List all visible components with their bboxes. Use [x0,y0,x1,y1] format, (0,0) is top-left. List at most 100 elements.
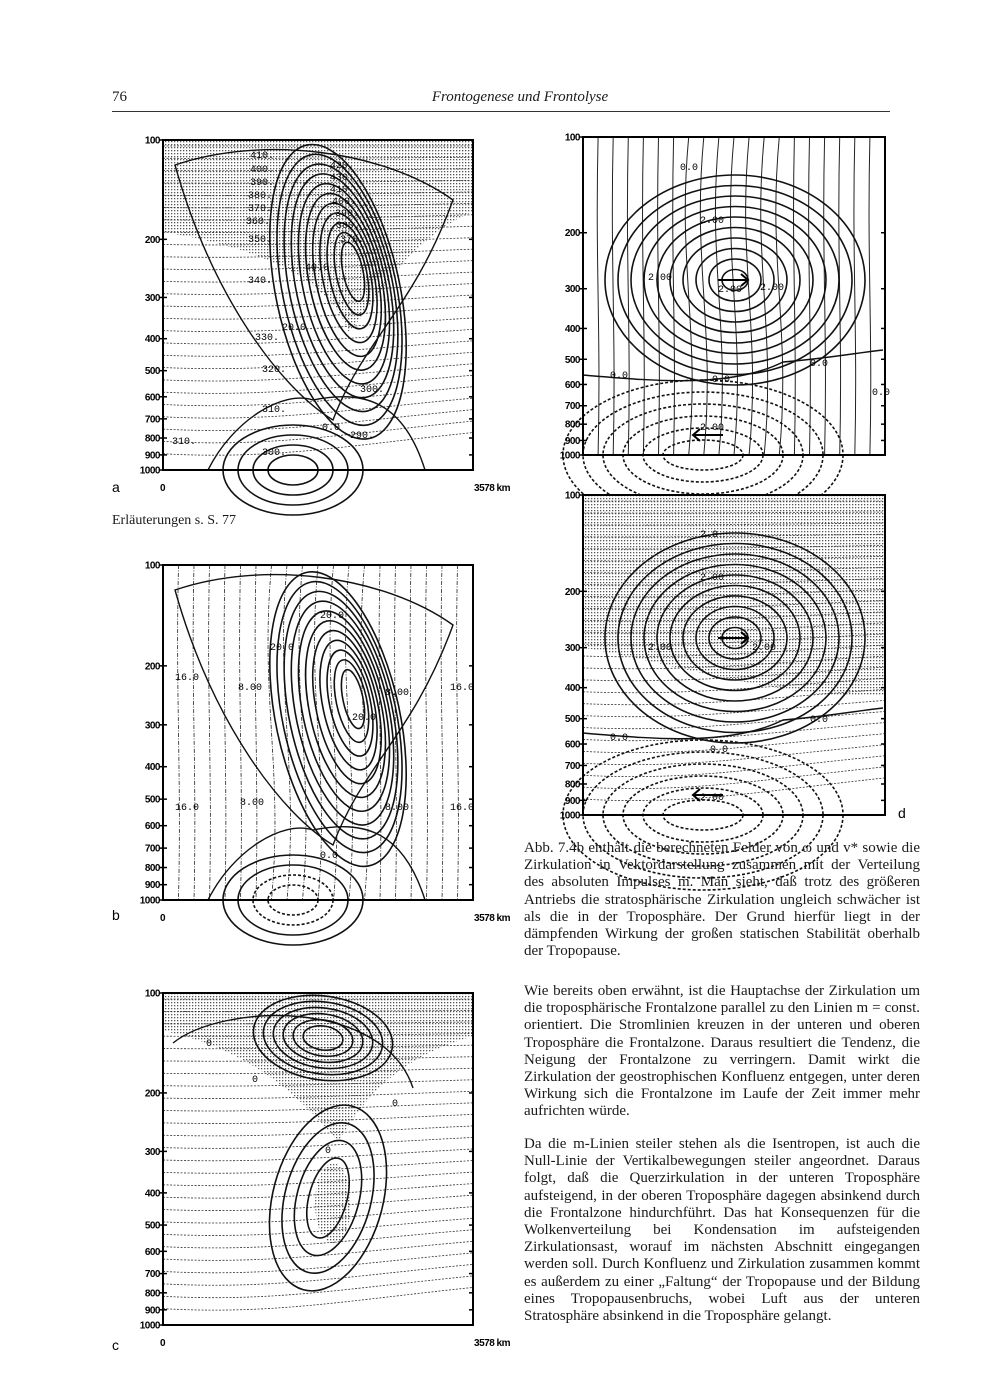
contour-label: 8.00 [385,688,409,699]
jet-contour [319,212,378,344]
contour-label: 410. [330,185,354,196]
x-start-label: 0 [160,913,166,924]
isentrope-line [162,283,474,295]
isentrope-line [162,294,474,308]
isentrope-line [582,522,886,526]
y-tick-label: 800 [565,420,581,431]
y-tick-label: 100 [145,989,161,1000]
contour-label: 20.0 [282,323,306,334]
isentrope-line [162,248,474,258]
contour-label: 2.00 [648,273,672,284]
circulation-contour [682,237,788,323]
contour-label: 16.0 [175,673,199,684]
y-tick-label: 800 [145,863,161,874]
contour-label: 0.0 [810,359,828,370]
contour-label: 0.0 [680,163,698,174]
y-tick-label: 1000 [140,466,161,477]
contour-label: 380. [248,191,272,202]
panel-b: 100 200 300 400 500 600 700 800 900 1000 0 3578 km 1… [112,561,511,946]
circulation-contour [708,616,762,660]
m-line [298,564,307,901]
contour-label: 390. [335,209,359,220]
y-tick-label: 900 [145,450,161,461]
y-tick-label: 300 [145,293,161,304]
y-tick-label: 200 [145,235,161,246]
contour-label: 0.0 [610,371,628,382]
isentrope-line [162,1056,474,1062]
y-tick-label: 700 [145,844,161,855]
circulation-contour [669,226,801,334]
upper-contour [262,1000,384,1076]
m-line [223,564,227,901]
upper-contour [252,994,394,1082]
m-line [425,564,428,901]
isentrope-line [582,655,886,670]
contour-label: 310. [172,437,196,448]
y-tick-label: 100 [565,133,581,144]
running-header-title: Frontogenese und Frontolyse [431,89,609,105]
isentrope-line [582,511,886,514]
panel-letter: c [112,1337,119,1353]
y-tick-label: 600 [565,740,581,751]
y-tick-label: 900 [145,880,161,891]
isentrope-line [162,1033,474,1037]
m-line [239,564,242,901]
y-tick-label: 1000 [560,811,581,822]
isentrope-line [162,202,474,209]
zero-line [582,349,884,382]
panel-letter: d [898,805,906,821]
circulation-contour [604,174,866,386]
isentrope-line [162,237,474,246]
isentrope-line [582,633,886,646]
header-rule [112,111,890,112]
y-tick-label: 200 [565,228,581,239]
y-tick-label: 600 [145,392,161,403]
isentrope-line [162,420,474,444]
plot-frame [162,564,474,901]
m-line [440,564,444,901]
y-tick-label: 400 [565,683,581,694]
contour-label: 8.00 [240,798,264,809]
isentrope-line [162,1183,474,1199]
isentrope-line [162,432,474,456]
isentrope-line [582,555,886,562]
stratosphere-shading [163,140,473,332]
m-line [760,136,769,456]
isentrope-line [162,1137,474,1149]
isentrope-line [582,611,886,622]
contour-label: 2.00 [718,285,742,296]
isentrope-line [162,191,474,196]
lower-contour [293,1139,363,1257]
m-line [626,136,630,456]
isentrope-line [162,225,474,233]
panel-letter: b [112,907,120,923]
contour-label: 0.0 [610,733,628,744]
contour-label: 370. [248,204,272,215]
isentrope-line [162,306,474,320]
lower-contour [306,1157,350,1239]
isentrope-line [162,214,474,221]
contour-label: 400. [332,197,356,208]
m-line [745,136,754,456]
isentrope-line [162,179,474,184]
jet-contour [304,619,387,799]
contour-label: 0.0 [872,388,890,399]
y-tick-label: 100 [565,491,581,502]
contour-label: 400. [250,165,274,176]
y-tick-label: 500 [145,1221,161,1232]
m-line [254,564,258,901]
jet-contour [340,668,366,730]
y-tick-label: 200 [145,661,161,672]
jet-contour [276,153,403,427]
contour-label: 340. [248,276,272,287]
contour-label: 0 [325,1146,331,1157]
isentrope-line [582,666,886,682]
jet-contour [269,571,407,868]
y-tick-label: 300 [145,720,161,731]
jet-contour [297,610,391,813]
contour-label: 290. [350,431,374,442]
m-line [699,136,708,456]
jet-contour [311,629,383,785]
m-line [409,564,413,901]
y-tick-label: 300 [145,1147,161,1158]
